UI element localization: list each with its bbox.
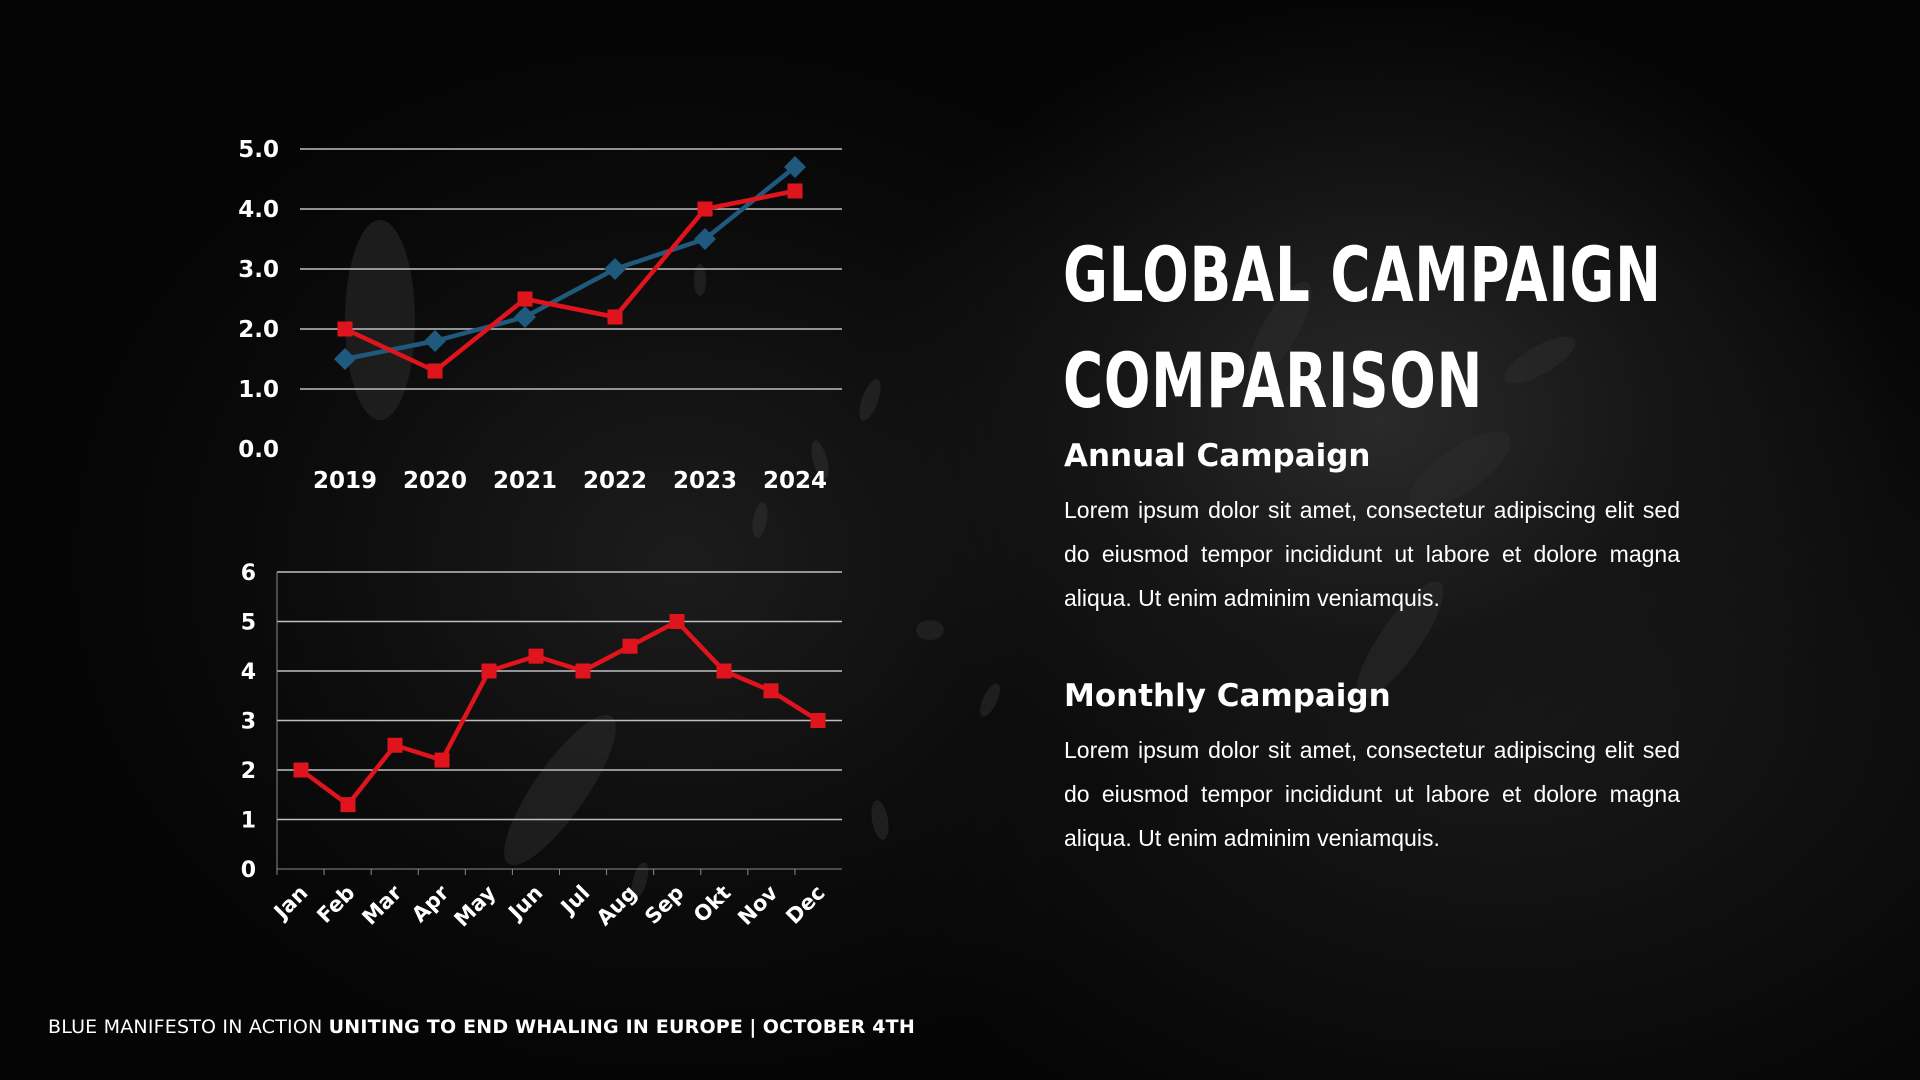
chart-2-series-1-point (669, 614, 685, 629)
chart-1-series-2-line (344, 188, 796, 374)
chart-2-x-tick-label: Jun (502, 881, 547, 926)
chart-1-series-2-point (517, 291, 533, 307)
chart-1-y-tick-label: 3.0 (238, 257, 279, 283)
chart-2-series-1-point (528, 648, 544, 664)
chart-2-x-tick-label: Sep (640, 881, 688, 929)
chart-1-y-tick-label: 1.0 (238, 377, 279, 403)
chart-2-series-1-point (763, 683, 779, 699)
monthly-campaign-section: Monthly Campaign Lorem ipsum dolor sit a… (1064, 676, 1680, 860)
footer-event-title: UNITING TO END WHALING IN EUROPE (328, 1016, 744, 1038)
chart-2-x-tick-label: Mar (357, 880, 407, 930)
chart-1-series-1-point (604, 258, 626, 280)
footer-date: OCTOBER 4TH (762, 1016, 915, 1038)
page-title-line-2: Comparison (1063, 336, 1483, 425)
chart-2-y-tick-label: 1 (241, 809, 256, 834)
chart-2-series-1-point (481, 663, 497, 679)
chart-1-series-2-point (787, 183, 803, 199)
chart-2-y-tick-label: 2 (241, 759, 256, 784)
chart-1-series-1-point (784, 156, 806, 178)
chart-1-series-1-point (424, 330, 446, 352)
chart-2-x-tick-label: Feb (312, 881, 359, 928)
chart-1-x-tick-label: 2021 (493, 468, 557, 494)
chart-2-y-tick-label: 3 (241, 710, 256, 735)
chart-2-x-tick-label: Dec (781, 881, 829, 929)
annual-campaign-body: Lorem ipsum dolor sit amet, consectetur … (1064, 497, 1680, 611)
chart-2-series-1-point (575, 663, 591, 679)
chart-1-x-tick-label: 2024 (763, 468, 827, 494)
chart-2-series-1-point (340, 797, 356, 813)
page-title-line-1: Global Campaign (1063, 230, 1662, 319)
footer: BLUE MANIFESTO IN ACTION UNITING TO END … (48, 1016, 915, 1038)
monthly-campaign-heading: Monthly Campaign (1064, 678, 1391, 714)
chart-2-y-tick-label: 4 (241, 660, 256, 685)
chart-2-x-tick-label: May (450, 880, 501, 931)
chart-2-x-tick-label: Aug (592, 881, 642, 931)
chart-1-x-tick-label: 2023 (673, 468, 737, 494)
chart-2-series-1-point (622, 638, 638, 654)
footer-separator: | (749, 1016, 757, 1038)
chart-1-x-tick-label: 2019 (313, 468, 377, 494)
chart-2-series-1-point (716, 663, 732, 679)
chart-1-x-tick-label: 2020 (403, 468, 467, 494)
chart-1-y-tick-label: 0.0 (238, 437, 279, 463)
chart-2-x-tick-label: Nov (733, 880, 782, 929)
annual-campaign-heading: Annual Campaign (1064, 438, 1371, 474)
chart-2-x-tick-label: Jan (268, 881, 313, 926)
chart-1-series-1-point (334, 348, 356, 370)
chart-1-y-tick-label: 5.0 (238, 137, 279, 163)
chart-1-y-tick-label: 4.0 (238, 197, 279, 223)
chart-2-y-tick-label: 5 (241, 611, 256, 636)
chart-2-x-tick-label: Okt (689, 881, 736, 928)
chart-1-series-1-point (514, 306, 536, 328)
chart-2-series-1-point (810, 713, 826, 728)
chart-2-series-1-point (293, 762, 309, 778)
chart-2-series-1-point (434, 752, 450, 768)
chart-1-series-2-point (697, 201, 713, 217)
chart-2-x-tick-label: Jul (555, 881, 595, 921)
chart-1-series-2-point (337, 321, 353, 337)
chart-1-series-1-point (694, 228, 716, 250)
chart-2-series-1-point (387, 737, 403, 753)
chart-1-series-1-line (344, 165, 797, 362)
chart-1-x-tick-label: 2022 (583, 468, 647, 494)
chart-2-y-tick-label: 0 (241, 858, 256, 883)
chart-2-y-tick-label: 6 (241, 561, 256, 586)
chart-2-x-tick-label: Apr (407, 880, 454, 927)
chart-1-series-2-point (607, 309, 623, 325)
annual-campaign-section: Annual Campaign Lorem ipsum dolor sit am… (1064, 436, 1680, 620)
footer-event-label: BLUE MANIFESTO IN ACTION (48, 1016, 323, 1038)
title-block: Global Campaign Comparison (1063, 222, 1703, 434)
monthly-campaign-body: Lorem ipsum dolor sit amet, consectetur … (1064, 737, 1680, 851)
chart-2-series-1-line (299, 619, 820, 807)
chart-1-series-2-point (427, 363, 443, 379)
chart-1-y-tick-label: 2.0 (238, 317, 279, 343)
